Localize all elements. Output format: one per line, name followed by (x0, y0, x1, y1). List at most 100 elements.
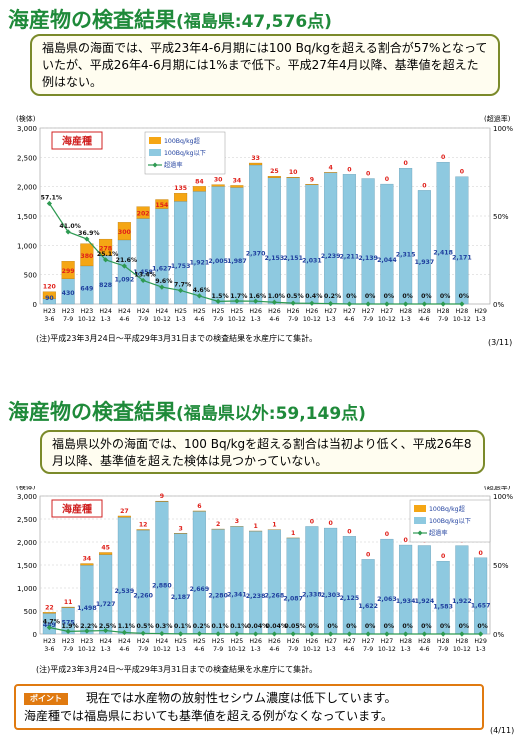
bar-label-above: 135 (174, 185, 187, 192)
rate-point (403, 631, 409, 637)
rate-label: 0.1% (212, 623, 229, 630)
x-tick-label-months: 7-9 (438, 646, 448, 653)
x-tick-label-months: 4-6 (344, 646, 354, 653)
bar-label-below: 1,092 (115, 277, 135, 284)
bar-label-above: 9 (160, 493, 164, 500)
x-tick-label-year: H27 (362, 638, 375, 645)
bar-label-above: 0 (403, 160, 408, 167)
bar-label-below: 1,921 (190, 260, 210, 267)
bar-label-below: 2,139 (358, 255, 378, 262)
rate-point (159, 284, 165, 290)
bar-above-100 (211, 184, 225, 187)
bar-label-below: 1,498 (77, 605, 97, 612)
x-tick-label-months: 10-12 (378, 646, 396, 653)
chart-title: 海産種 (62, 135, 92, 148)
bar-label-above: 0 (385, 176, 390, 183)
bar-label-below: 1,622 (358, 603, 378, 610)
x-tick-label-months: 10-12 (228, 646, 246, 653)
legend-swatch-above (149, 137, 161, 144)
x-tick-label-year: H29 (474, 638, 487, 645)
bar-above-100 (192, 186, 206, 192)
rate-label: 9.6% (155, 278, 172, 285)
rate-point (328, 631, 334, 637)
section2-description-box: 福島県以外の海面では、100 Bq/kgを超える割合は当初より低く、平成26年8… (40, 430, 485, 474)
x-tick-label-months: 7-9 (138, 646, 148, 653)
bar-label-below: 2,341 (227, 591, 247, 598)
x-tick-label-year: H24 (99, 308, 112, 315)
section1-subtitle: (福島県:47,576点) (176, 12, 332, 32)
rate-point (421, 631, 427, 637)
bar-below-100 (117, 239, 131, 305)
section1-note: (注)平成23年3月24日～平成29年3月31日までの検査結果を水産庁にて集計。 (36, 334, 318, 343)
x-tick-label-months: 4-6 (119, 316, 129, 323)
bar-label-above: 22 (45, 604, 54, 611)
bar-label-above: 34 (83, 556, 92, 563)
y-tick-label: 1,500 (17, 562, 37, 570)
bar-above-100 (99, 238, 113, 256)
rate-label: 0% (384, 623, 395, 630)
x-tick-label-months: 7-9 (213, 646, 223, 653)
y-tick-label: 500 (24, 272, 37, 280)
chart-title-box (51, 131, 103, 150)
bar-label-above: 1 (253, 523, 257, 530)
bar-below-100 (249, 530, 263, 635)
rate-point (478, 631, 484, 637)
y2-tick-label: 100% (493, 493, 513, 501)
bar-below-100 (361, 178, 375, 305)
bar-below-100 (455, 545, 469, 635)
rate-label: 21.6% (116, 257, 137, 264)
rate-label: 0.1% (230, 623, 247, 630)
rate-point (65, 229, 71, 235)
point-tag: ポイント (24, 692, 68, 705)
rate-label: 0% (421, 293, 432, 300)
bar-label-above: 0 (478, 550, 483, 557)
x-tick-label-months: 1-3 (476, 316, 486, 323)
y-tick-label: 2,000 (17, 539, 37, 547)
section2-subtitle: (福島県以外:59,149点) (176, 404, 366, 424)
bar-below-100 (286, 537, 300, 635)
x-tick-label-year: H25 (212, 308, 225, 315)
rate-point (46, 200, 52, 207)
x-tick-label-year: H27 (362, 308, 375, 315)
rate-label: 0.3% (155, 623, 172, 630)
rate-label: 0% (402, 623, 413, 630)
rate-point (121, 629, 127, 636)
x-tick-label-year: H24 (118, 308, 131, 315)
bar-label-below: 2,171 (452, 254, 472, 261)
rate-point (234, 298, 240, 304)
bar-label-above: 30 (214, 177, 223, 184)
rate-point (178, 287, 184, 294)
bar-label-above: 27 (120, 508, 129, 515)
y-tick-label: 2,000 (17, 184, 37, 192)
rate-label: 0% (365, 293, 376, 300)
bar-below-100 (417, 545, 431, 635)
rate-point (234, 631, 240, 637)
y2-axis-label: (超過率) (484, 114, 511, 123)
rate-label: 0% (365, 623, 376, 630)
bar-label-below: 2,187 (171, 594, 191, 601)
rate-point (159, 630, 165, 637)
x-tick-label-year: H28 (437, 638, 450, 645)
rate-point (196, 293, 202, 299)
x-tick-label-months: 1-3 (176, 646, 186, 653)
bar-label-below: 2,669 (190, 586, 210, 593)
bar-label-below: 1,934 (396, 598, 416, 605)
bar-below-100 (455, 176, 469, 305)
y-tick-label: 1,000 (17, 242, 37, 250)
bar-label-above: 2 (216, 521, 220, 528)
bar-label-above: 0 (347, 528, 352, 535)
rate-label: 36.9% (78, 230, 99, 237)
x-tick-label-year: H23 (62, 638, 75, 645)
bar-label-below: 1,657 (471, 602, 491, 609)
rate-label: 1.1% (118, 623, 135, 630)
rate-label: 0.04% (266, 623, 287, 630)
x-tick-label-months: 1-3 (326, 316, 336, 323)
rate-point (215, 298, 221, 304)
rate-point (440, 631, 446, 637)
bar-above-100 (61, 606, 75, 608)
y-tick-label: 1,000 (17, 585, 37, 593)
x-tick-label-year: H25 (212, 638, 225, 645)
rate-label: 57.1% (41, 195, 62, 202)
bar-label-below: 1,987 (227, 258, 247, 265)
y-tick-label: 1,500 (17, 213, 37, 221)
